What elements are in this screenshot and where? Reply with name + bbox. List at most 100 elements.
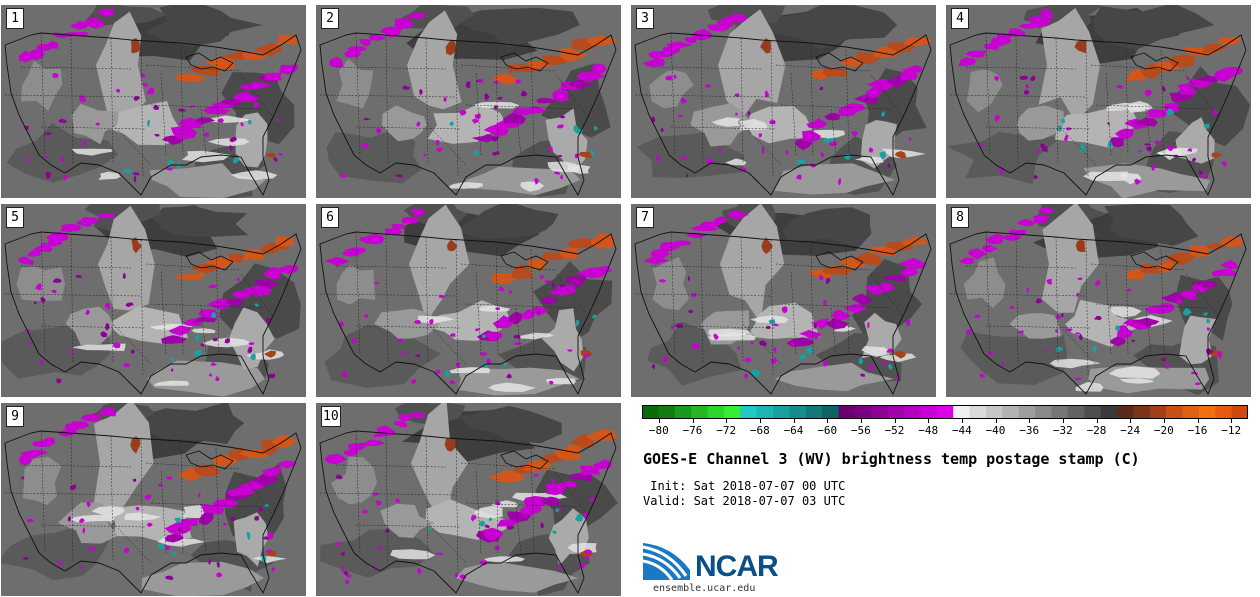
water-vapor-map — [1, 403, 306, 596]
convective-cell — [552, 281, 555, 289]
convective-cell — [86, 501, 92, 508]
convective-cell — [276, 118, 280, 122]
convective-cell — [540, 275, 544, 280]
convective-cell — [79, 518, 85, 524]
state-border — [427, 522, 467, 564]
convective-cell — [267, 532, 274, 540]
cold-cloud — [707, 24, 731, 32]
coldest-cloud-top — [167, 159, 174, 168]
moist-region — [718, 9, 786, 119]
state-border — [1015, 34, 1019, 164]
moist-region — [228, 307, 275, 370]
warm-band — [490, 272, 519, 284]
coldest-cloud-top — [555, 508, 559, 513]
state-border — [200, 108, 207, 156]
bright-streak — [750, 315, 789, 323]
warm-band — [1166, 252, 1195, 266]
warm-band — [488, 469, 526, 483]
warm-band — [839, 56, 865, 67]
convective-cell — [133, 174, 137, 183]
cold-cloud — [675, 240, 691, 246]
convective-cell — [1144, 89, 1153, 97]
convective-cell — [125, 302, 134, 308]
convective-cell — [688, 310, 693, 314]
convective-cell — [394, 498, 400, 503]
moist-region — [235, 112, 268, 168]
moist-region — [380, 503, 436, 538]
warm-band — [1203, 43, 1228, 53]
convective-cell — [680, 97, 687, 104]
dry-region — [766, 5, 898, 49]
state-border — [670, 231, 676, 355]
dry-region — [454, 204, 559, 239]
bright-streak — [252, 556, 287, 564]
colorbar-bin — [985, 405, 1003, 419]
state-border — [1095, 303, 1209, 309]
convective-cell — [361, 142, 369, 148]
coldest-cloud-top — [806, 346, 813, 355]
convective-cell — [493, 80, 499, 84]
great-lakes — [1130, 251, 1179, 271]
bright-streak — [491, 500, 518, 508]
convective-cell — [1194, 382, 1202, 386]
convective-cell — [472, 118, 480, 124]
convective-cell — [254, 515, 260, 521]
cold-cloud — [556, 285, 576, 295]
state-border — [150, 303, 264, 309]
state-border — [319, 492, 457, 496]
convective-cell — [78, 565, 84, 569]
colorbar-bin — [969, 405, 987, 419]
convective-cell — [1161, 85, 1166, 92]
warm-band — [822, 67, 849, 77]
convective-cell — [1131, 339, 1136, 342]
state-border — [530, 248, 535, 353]
convective-cell — [181, 519, 190, 524]
state-border — [427, 323, 467, 365]
moist-region — [409, 204, 470, 322]
cold-cloud — [967, 248, 987, 260]
state-border — [670, 32, 676, 156]
colorbar — [642, 405, 1248, 419]
convective-cell — [781, 306, 788, 314]
state-border — [949, 293, 1087, 297]
convective-cell — [520, 90, 528, 97]
convective-cell — [862, 94, 866, 99]
convective-cell — [123, 547, 130, 554]
state-border — [160, 470, 167, 554]
cold-cloud — [1008, 28, 1025, 37]
state-border — [335, 66, 447, 70]
convective-cell — [63, 174, 68, 181]
colorbar-bin — [920, 405, 938, 419]
convective-cell — [435, 139, 440, 146]
convective-cell — [455, 361, 461, 369]
coldest-cloud-top — [591, 314, 597, 319]
convective-cell — [264, 549, 272, 553]
state-border — [1125, 44, 1129, 156]
convective-cell — [479, 352, 488, 356]
cold-cloud — [1033, 215, 1049, 224]
cold-cloud — [324, 453, 347, 465]
cold-cloud — [520, 504, 542, 516]
moist-region — [1041, 204, 1099, 313]
state-border — [455, 40, 459, 178]
warm-spot — [131, 237, 142, 254]
colorbar-tick-label: −56 — [850, 424, 871, 437]
great-lakes — [815, 251, 864, 271]
cold-cloud — [200, 503, 225, 515]
state-border — [830, 108, 837, 156]
cold-cloud — [794, 138, 812, 151]
moist-region — [382, 105, 427, 142]
colorbar-bin — [1215, 405, 1233, 419]
convective-cell — [906, 319, 910, 327]
convective-cell — [758, 133, 763, 138]
coldest-cloud-top — [796, 159, 806, 165]
colorbar-bin — [1133, 405, 1151, 419]
convective-cell — [38, 360, 44, 365]
convective-cell — [813, 323, 817, 329]
state-border — [495, 243, 499, 355]
convective-cell — [1206, 327, 1211, 331]
bright-streak — [854, 156, 884, 164]
state-border — [200, 307, 207, 355]
convective-cell — [449, 333, 456, 337]
convective-cell — [229, 136, 238, 143]
